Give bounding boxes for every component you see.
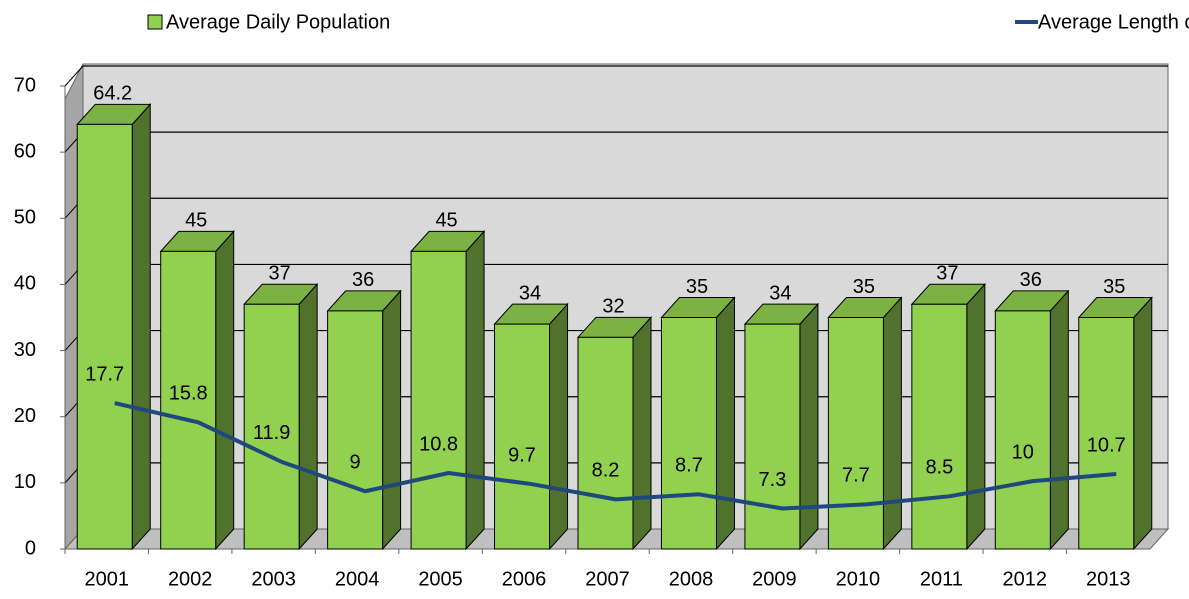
data-label: 36 [352, 269, 374, 291]
bar-side [632, 316, 652, 551]
bar [660, 317, 717, 550]
bar-side [131, 103, 151, 551]
data-label: 45 [185, 210, 207, 232]
bar-side [549, 302, 569, 551]
legend-label: Average Length of Stay [1038, 11, 1189, 33]
bar-side [715, 296, 735, 551]
y-tick-label: 50 [14, 207, 36, 229]
x-tick-label: 2010 [836, 568, 881, 590]
data-label: 35 [1103, 276, 1125, 298]
data-label: 9 [350, 452, 361, 474]
bar [494, 323, 551, 550]
data-label: 8.7 [675, 455, 703, 477]
bar-side [882, 296, 902, 551]
data-label: 10.8 [419, 433, 458, 455]
bar [911, 303, 968, 550]
line [114, 401, 1117, 511]
data-label: 7.7 [842, 465, 870, 487]
bar [410, 250, 467, 550]
y-tick-label: 40 [14, 273, 36, 295]
data-label: 9.7 [508, 444, 536, 466]
bar-side [966, 282, 986, 551]
x-tick-label: 2007 [585, 568, 630, 590]
data-label: 32 [602, 296, 624, 318]
x-tick-label: 2008 [669, 568, 714, 590]
bar-side [215, 230, 235, 551]
bar [160, 250, 217, 550]
data-label: 35 [853, 276, 875, 298]
bar [76, 123, 133, 550]
x-tick-label: 2005 [418, 568, 463, 590]
x-tick-label: 2004 [335, 568, 380, 590]
legend-label: Average Daily Population [166, 11, 390, 33]
data-label: 8.5 [925, 457, 953, 479]
data-label: 34 [519, 282, 541, 304]
bar [243, 303, 300, 550]
y-tick-label: 60 [14, 140, 36, 162]
data-label: 8.2 [592, 460, 620, 482]
x-tick-label: 2001 [84, 568, 129, 590]
bar-side [1133, 296, 1153, 551]
data-label: 34 [769, 282, 791, 304]
bar [327, 310, 384, 550]
x-tick-label: 2003 [251, 568, 296, 590]
data-label: 36 [1020, 269, 1042, 291]
bar [994, 310, 1051, 550]
data-label: 37 [269, 263, 291, 285]
x-tick-label: 2002 [168, 568, 213, 590]
bar [744, 323, 801, 550]
y-tick-label: 30 [14, 339, 36, 361]
y-tick-label: 0 [25, 537, 36, 559]
x-tick-label: 2013 [1086, 568, 1131, 590]
data-label: 17.7 [85, 363, 124, 385]
bar [1078, 317, 1135, 550]
data-label: 64.2 [93, 83, 132, 105]
bar-side [382, 289, 402, 551]
data-label: 45 [435, 210, 457, 232]
y-tick-label: 70 [14, 74, 36, 96]
bar-side [298, 282, 318, 551]
data-label: 10.7 [1087, 434, 1126, 456]
x-tick-label: 2012 [1003, 568, 1048, 590]
x-tick-label: 2011 [920, 568, 963, 590]
bar [577, 336, 634, 550]
y-tick-label: 10 [14, 471, 36, 493]
bar-side [799, 302, 819, 551]
x-tick-label: 2006 [502, 568, 547, 590]
data-label: 10 [1012, 441, 1034, 463]
data-label: 15.8 [169, 383, 208, 405]
data-label: 11.9 [253, 422, 290, 444]
bar-side [1049, 289, 1069, 551]
y-tick-label: 20 [14, 405, 36, 427]
x-tick-label: 2009 [752, 568, 797, 590]
data-label: 37 [936, 263, 958, 285]
legend-swatch [147, 14, 163, 30]
data-label: 7.3 [759, 469, 787, 491]
data-label: 35 [686, 276, 708, 298]
bar [827, 317, 884, 550]
grid-line [64, 65, 84, 87]
bar-side [465, 230, 485, 551]
